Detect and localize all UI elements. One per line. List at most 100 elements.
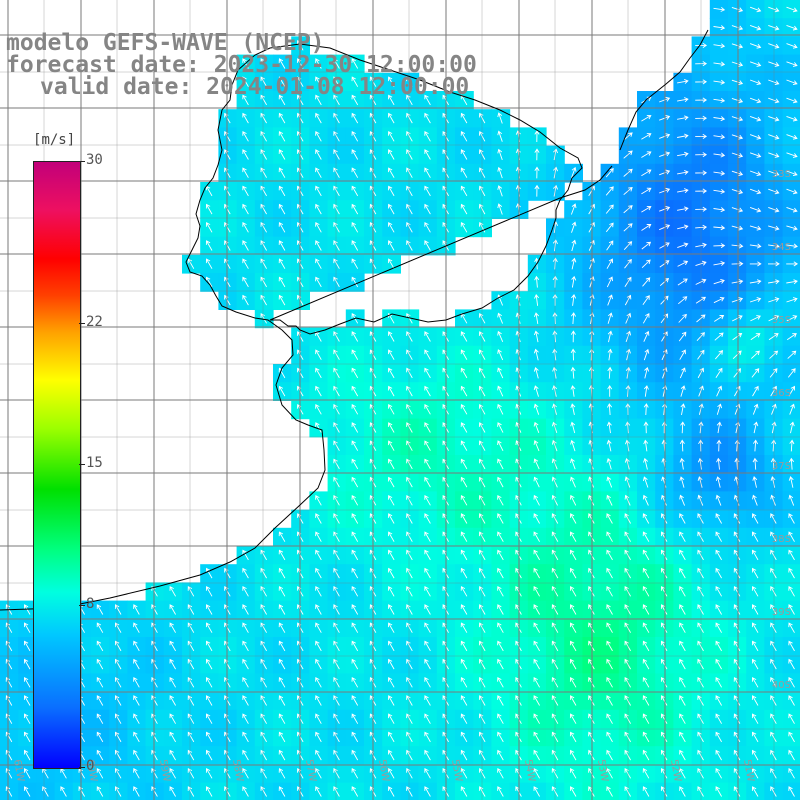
wind-arrow	[96, 749, 104, 761]
wind-arrow	[260, 622, 267, 633]
wind-arrow	[424, 112, 431, 124]
wind-arrow	[695, 79, 708, 85]
wind-arrow	[643, 439, 649, 452]
wind-arrow	[387, 76, 395, 87]
wind-arrow	[750, 333, 761, 341]
latitude-label: 36S	[772, 388, 791, 399]
wind-arrow	[96, 731, 104, 743]
wind-arrow	[788, 494, 795, 506]
wind-arrow	[424, 422, 431, 433]
wind-arrow	[169, 749, 176, 761]
wind-arrow	[731, 243, 744, 249]
wind-arrow	[749, 297, 762, 303]
wind-arrow	[242, 749, 249, 761]
wind-arrow	[713, 116, 726, 122]
wind-arrow	[786, 206, 798, 213]
wind-arrow	[533, 440, 540, 452]
wind-arrow	[333, 476, 340, 488]
wind-speed-cell	[72, 782, 92, 800]
wind-arrow	[460, 221, 468, 233]
wind-arrow	[606, 240, 614, 251]
wind-arrow	[260, 749, 267, 761]
wind-arrow	[424, 385, 431, 397]
wind-arrow	[315, 786, 322, 797]
wind-arrow	[387, 349, 395, 360]
wind-arrow	[606, 513, 613, 524]
wind-arrow	[661, 494, 667, 506]
wind-arrow	[333, 440, 340, 451]
wind-arrow	[315, 676, 322, 688]
wind-arrow	[23, 640, 31, 652]
wind-arrow	[770, 713, 777, 724]
wind-speed-cell	[782, 509, 800, 529]
latitude-label: 40S	[772, 680, 791, 691]
wind-arrow	[278, 221, 286, 233]
wind-arrow	[278, 585, 286, 597]
wind-arrow	[260, 695, 267, 706]
wind-arrow	[642, 658, 650, 670]
wind-arrow	[315, 749, 322, 761]
wind-arrow	[733, 640, 741, 652]
wind-arrow	[333, 221, 340, 233]
wind-arrow	[733, 513, 741, 524]
wind-arrow	[642, 312, 650, 324]
wind-arrow	[533, 749, 540, 761]
wind-arrow	[678, 296, 688, 305]
wind-arrow	[315, 695, 322, 706]
wind-arrow	[695, 133, 708, 139]
wind-arrow	[169, 585, 176, 597]
wind-arrow	[278, 549, 286, 561]
wind-arrow	[679, 476, 685, 488]
wind-arrow	[697, 349, 705, 360]
wind-arrow	[497, 622, 504, 633]
wind-arrow	[333, 622, 340, 633]
wind-arrow	[114, 604, 122, 615]
wind-arrow	[260, 185, 267, 197]
wind-speed-cell	[327, 782, 347, 800]
wind-arrow	[677, 206, 689, 212]
wind-arrow	[605, 186, 614, 196]
wind-arrow	[187, 658, 195, 670]
wind-arrow	[242, 622, 249, 633]
wind-arrow	[133, 658, 140, 670]
wind-arrow	[387, 585, 395, 597]
wind-arrow	[5, 622, 13, 633]
wind-arrow	[96, 658, 104, 670]
wind-arrow	[278, 695, 286, 706]
wind-speed-cell	[782, 764, 800, 784]
wind-arrow	[641, 259, 651, 269]
wind-arrow	[713, 260, 726, 266]
wind-arrow	[278, 58, 286, 69]
wind-arrow	[133, 713, 140, 724]
wind-arrow	[424, 240, 431, 251]
wind-arrow	[169, 676, 176, 688]
wind-speed-cell	[418, 782, 438, 800]
wind-arrow	[569, 604, 577, 615]
wind-arrow	[749, 79, 762, 86]
wind-arrow	[533, 767, 540, 779]
wind-arrow	[133, 749, 140, 761]
wind-arrow	[205, 585, 213, 597]
wind-arrow	[680, 403, 686, 415]
colorbar-tick-label: 22	[86, 313, 103, 330]
wind-arrow	[114, 731, 122, 743]
wind-arrow	[533, 786, 540, 797]
wind-arrow	[731, 152, 744, 158]
wind-arrow	[607, 384, 613, 397]
wind-arrow	[731, 116, 744, 122]
wind-arrow	[278, 130, 286, 142]
wind-arrow	[278, 240, 286, 251]
wind-arrow	[260, 731, 267, 743]
wind-arrow	[733, 749, 741, 761]
wind-arrow	[695, 170, 708, 176]
wind-arrow	[278, 658, 286, 670]
wind-arrow	[387, 513, 395, 524]
wind-arrow	[497, 330, 504, 342]
wind-arrow	[607, 403, 613, 416]
wind-arrow	[169, 604, 176, 615]
wind-arrow	[424, 767, 431, 779]
wind-arrow	[679, 367, 686, 379]
wind-speed-cell	[145, 782, 165, 800]
wind-arrow	[606, 585, 613, 597]
wind-arrow	[333, 604, 340, 615]
